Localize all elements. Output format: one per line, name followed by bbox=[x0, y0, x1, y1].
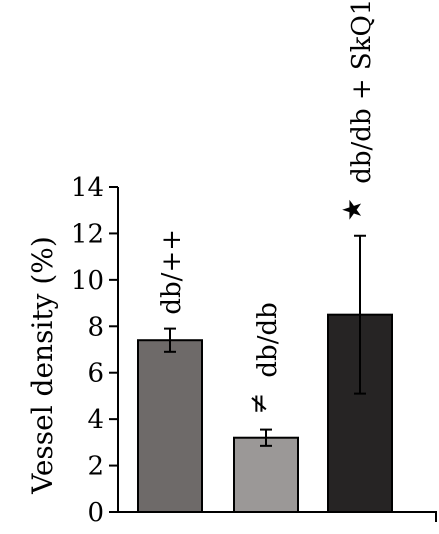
y-tick-label: 10 bbox=[71, 266, 104, 296]
category-label: db/++ bbox=[157, 229, 187, 315]
y-tick-label: 6 bbox=[87, 359, 104, 389]
y-axis-label: Vessel density (%) bbox=[26, 236, 59, 495]
y-tick-label: 12 bbox=[71, 219, 104, 249]
y-tick-label: 8 bbox=[87, 312, 104, 342]
y-tick-label: 4 bbox=[87, 405, 104, 435]
category-label: db/db bbox=[253, 302, 283, 377]
significance-marker: ★ bbox=[338, 198, 368, 221]
y-tick-label: 0 bbox=[87, 498, 104, 528]
y-tick-label: 14 bbox=[71, 173, 104, 203]
bars: db/++ db/db ≠ db/db + SkQ1 ★ bbox=[137, 0, 393, 514]
bar bbox=[137, 339, 203, 514]
axes: 0 2 4 6 8 10 12 14 bbox=[71, 173, 437, 528]
significance-marker: ≠ bbox=[244, 393, 274, 415]
y-tick-label: 2 bbox=[87, 452, 104, 482]
category-label: db/db + SkQ1 bbox=[347, 0, 377, 184]
bar bbox=[233, 436, 299, 514]
